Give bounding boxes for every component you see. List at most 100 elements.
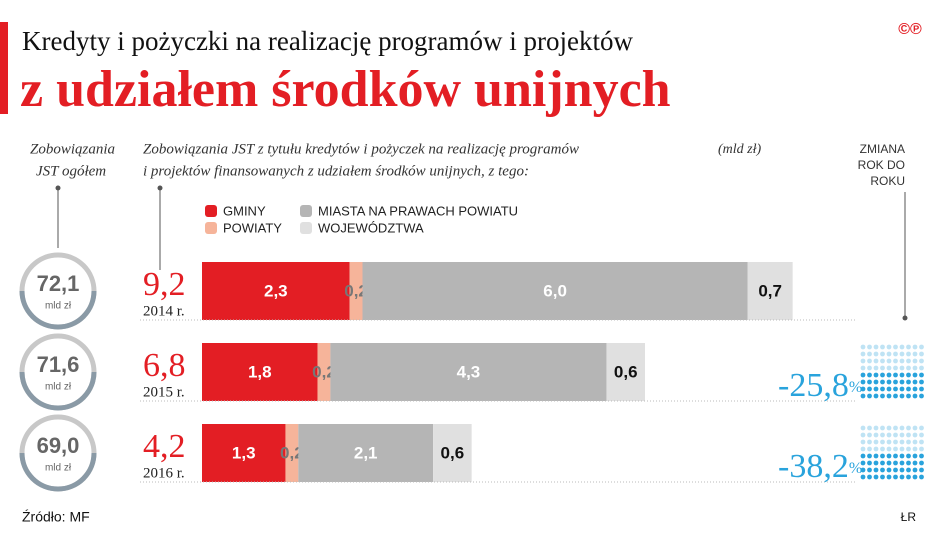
dot-icon [893, 358, 898, 364]
dot-icon [873, 372, 879, 378]
dot-icon [893, 386, 898, 392]
dot-icon [860, 344, 866, 350]
dot-icon [912, 446, 918, 452]
jst-unit: mld zł [45, 301, 72, 312]
dot-icon [860, 460, 866, 466]
year-label: 2015 r. [143, 384, 185, 400]
dot-icon [919, 446, 924, 452]
dot-icon [880, 439, 885, 445]
dot-icon [919, 432, 924, 438]
jst-unit: mld zł [45, 463, 72, 474]
dot-icon [860, 351, 866, 357]
dot-icon [880, 474, 885, 480]
dot-icon [867, 446, 872, 452]
dot-icon [867, 474, 872, 480]
change-header: ZMIANA [860, 142, 905, 156]
legend-swatch [205, 205, 217, 217]
dot-icon [886, 386, 892, 392]
bar-segment [362, 262, 748, 320]
change-header: ROK DO [858, 158, 905, 172]
dot-icon [880, 365, 885, 371]
dot-icon [919, 439, 924, 445]
dot-icon [867, 439, 872, 445]
dot-icon [919, 351, 924, 357]
dot-icon [906, 460, 911, 466]
dot-icon [919, 425, 924, 431]
jst-unit: mld zł [45, 382, 72, 393]
unit-note: (mld zł) [718, 142, 762, 157]
dot-icon [880, 386, 885, 392]
dot-icon [893, 453, 898, 459]
dot-icon [906, 393, 911, 399]
chart-title: Kredyty i pożyczki na realizację program… [22, 26, 634, 56]
dot-icon [906, 453, 911, 459]
dot-icon [899, 365, 905, 371]
bar-segment [349, 262, 363, 320]
year-label: 2014 r. [143, 303, 185, 319]
legend-label: POWIATY [223, 220, 282, 235]
dot-icon [912, 460, 918, 466]
dot-icon [919, 365, 924, 371]
dot-icon [880, 446, 885, 452]
dot-icon [893, 365, 898, 371]
dot-icon [906, 372, 911, 378]
dot-icon [899, 425, 905, 431]
dot-icon [906, 439, 911, 445]
dot-icon [880, 453, 885, 459]
dot-icon [899, 453, 905, 459]
logo: ©℗ [898, 21, 922, 38]
legend-swatch [205, 222, 217, 234]
dot-icon [860, 386, 866, 392]
dot-icon [906, 379, 911, 385]
dot-icon [873, 432, 879, 438]
dot-icon [912, 453, 918, 459]
dot-icon [873, 453, 879, 459]
dot-icon [899, 351, 905, 357]
dot-icon [906, 432, 911, 438]
dot-icon [893, 467, 898, 473]
bar-value-label: 0,6 [614, 362, 638, 381]
dot-icon [860, 379, 866, 385]
dot-icon [873, 446, 879, 452]
main-header: i projektów finansowanych z udziałem śro… [143, 163, 529, 179]
dot-icon [893, 460, 898, 466]
bar-segment [747, 262, 793, 320]
dot-icon [867, 379, 872, 385]
change-value: -25,8% [778, 367, 862, 404]
dot-icon [893, 372, 898, 378]
dot-icon [880, 379, 885, 385]
dot-icon [873, 460, 879, 466]
change-value: -38,2% [778, 448, 862, 485]
dot-icon [893, 344, 898, 350]
dot-icon [886, 446, 892, 452]
dot-icon [880, 425, 885, 431]
bar-value-label: 1,3 [232, 443, 256, 462]
bar-value-label: 0,6 [441, 443, 465, 462]
bar-segment [606, 343, 645, 401]
jst-total: 72,1 [37, 271, 80, 296]
dot-icon [880, 372, 885, 378]
dot-icon [906, 425, 911, 431]
dot-icon [912, 372, 918, 378]
dot-icon [886, 439, 892, 445]
bar-value-label: 1,8 [248, 362, 272, 381]
year-total: 9,2 [143, 266, 186, 303]
dot-icon [912, 344, 918, 350]
dot-icon [906, 344, 911, 350]
dot-icon [886, 379, 892, 385]
dot-icon [886, 460, 892, 466]
dot-icon [886, 467, 892, 473]
dot-icon [860, 358, 866, 364]
bar-value-label: 4,3 [457, 362, 481, 381]
dot-icon [919, 386, 924, 392]
dot-icon [873, 358, 879, 364]
bar-segment [317, 343, 331, 401]
dot-icon [886, 344, 892, 350]
dot-icon [912, 386, 918, 392]
dot-icon [873, 393, 879, 399]
dot-icon [899, 372, 905, 378]
jst-total: 71,6 [37, 352, 80, 377]
total-ring-accent [19, 452, 97, 492]
dot-icon [919, 379, 924, 385]
dot-icon [860, 446, 866, 452]
